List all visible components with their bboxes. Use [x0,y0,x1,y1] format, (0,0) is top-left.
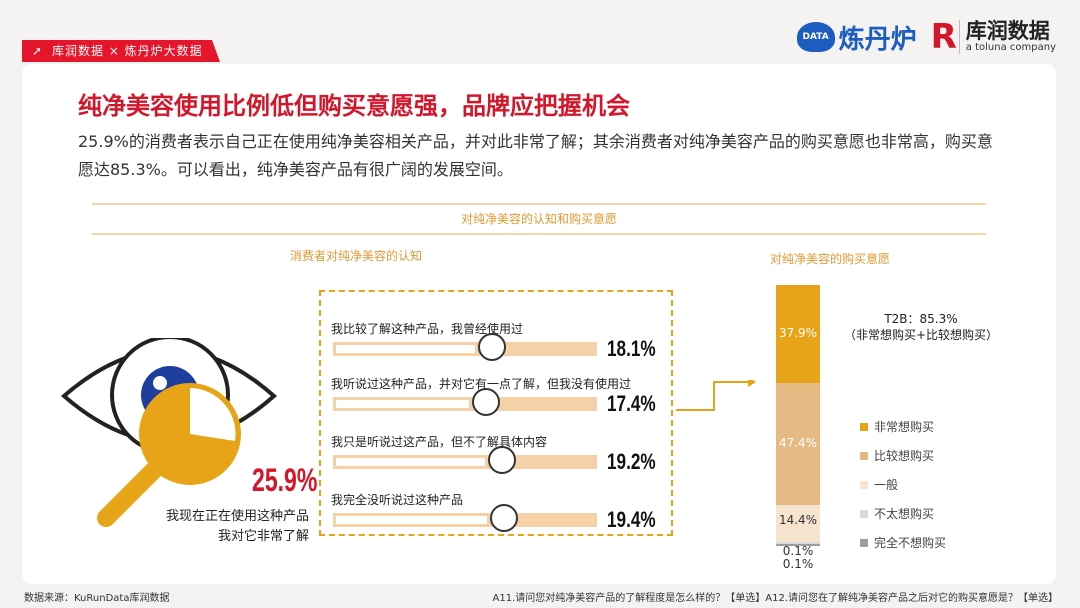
legend-swatch [860,509,868,518]
t2b-description: （非常想购买+比较想购买） [843,328,999,342]
awareness-bar-knob [489,504,518,532]
awareness-bar-value: 17.4% [607,391,656,416]
kurun-logo-name: 库润数据 [965,19,1050,43]
awareness-bar-row: 我完全没听说过这种产品 19.4% [331,491,676,535]
purchase-segment [776,505,820,543]
purchase-segment-label: 37.9% [778,325,818,340]
awareness-bar-knob [472,388,501,416]
stack-extra-label: 0.1% [782,557,814,571]
legend-item: 一般 [860,470,946,499]
purchase-legend: 非常想购买比较想购买一般不太想购买完全不想购买 [860,412,946,557]
awareness-bar-row: 我只是听说过这产品，但不了解具体内容 19.2% [331,433,676,477]
legend-item: 比较想购买 [860,441,946,470]
source-tag: ➚ 库润数据 × 炼丹炉大数据 [22,40,220,62]
awareness-bar-inner [336,516,487,524]
legend-label: 一般 [874,478,899,492]
awareness-bar-label: 我完全没听说过这种产品 [331,493,464,507]
connector-arrow-icon [676,380,756,411]
t2b-annotation: T2B：85.3% （非常想购买+比较想购买） [828,311,1014,343]
liandanlu-logo-text: 炼丹炉 [838,24,917,55]
purchase-segment [776,542,820,545]
awareness-box [319,290,673,536]
liandanlu-logo: DATA 炼丹炉 [796,19,917,56]
kurun-logo-icon: R [930,17,957,57]
legend-label: 比较想购买 [874,449,935,463]
eye-highlight [153,376,167,390]
liandanlu-logo-icon: DATA [796,22,835,52]
question-note: A11.请问您对纯净美容产品的了解程度是怎么样的？【单选】A12.请问您在了解纯… [492,593,1059,604]
logos: DATA 炼丹炉 R 库润数据 a toluna company [796,14,1056,60]
awareness-bar [333,504,597,532]
page-title: 纯净美容使用比例低但购买意愿强，品牌应把握机会 [78,92,630,120]
page-subtitle: 25.9%的消费者表示自己正在使用纯净美容相关产品，并对此非常了解；其余消费者对… [78,132,993,179]
data-source: 数据来源：KuRunData库润数据 [24,593,170,604]
legend-item: 完全不想购买 [860,528,946,557]
awareness-bar-label: 我听说过这种产品，并对它有一点了解，但我没有使用过 [331,377,632,391]
legend-item: 不太想购买 [860,499,946,528]
purchase-segment-label: 0.1% [782,544,814,559]
purchase-segment [776,544,820,547]
legend-swatch [860,451,868,460]
awareness-bar-row: 我比较了解这种产品，我曾经使用过 18.1% [331,320,676,364]
awareness-bar-value: 19.4% [607,507,656,532]
awareness-bar [333,388,597,416]
highlight-value: 25.9% [252,462,318,498]
magnifier-pie-fill [143,387,235,480]
purchase-segment-label: 14.4% [778,513,818,528]
awareness-bar-value: 18.1% [607,336,656,361]
content-card [22,64,1056,584]
awareness-bar-inner [336,400,470,408]
legend-swatch [860,422,868,431]
left-chart-title: 消费者对纯净美容的认知 [290,249,423,263]
t2b-value: T2B：85.3% [884,312,958,326]
source-tag-label: 库润数据 × 炼丹炉大数据 [52,44,203,58]
eye-magnifier-illustration [60,338,278,527]
legend-item: 非常想购买 [860,412,946,441]
awareness-bar-value: 19.2% [607,449,656,474]
legend-label: 非常想购买 [874,420,935,434]
awareness-bar [333,333,597,361]
magnifier-handle [97,457,167,527]
awareness-bar-inner [336,345,476,353]
highlight-caption-line1: 我现在正在使用这种产品 [165,509,309,524]
kurun-logo: R 库润数据 a toluna company [931,17,1056,57]
purchase-segment-label: 47.4% [778,435,818,450]
highlight-caption-line2: 我对它非常了解 [217,529,309,544]
purchase-stacked-bar [776,285,820,547]
awareness-bar-row: 我听说过这种产品，并对它有一点了解，但我没有使用过 17.4% [331,375,676,419]
awareness-bar-knob [478,333,507,361]
purchase-segment [776,285,820,383]
section-title: 对纯净美容的认知和购买意愿 [92,203,986,235]
awareness-bar-label: 我比较了解这种产品，我曾经使用过 [331,322,524,336]
highlight-caption: 我现在正在使用这种产品 我对它非常了解 [132,507,309,547]
awareness-bar-inner [336,458,485,466]
magnifier-pie-share [190,388,236,441]
logo-divider [958,20,960,54]
legend-label: 完全不想购买 [874,536,947,550]
awareness-bar-knob [487,446,516,474]
legend-swatch [860,538,868,547]
awareness-bar [333,446,597,474]
kurun-logo-sub: a toluna company [965,42,1056,53]
purchase-segment [776,382,820,506]
right-chart-title: 对纯净美容的购买意愿 [770,252,891,266]
legend-swatch [860,480,868,489]
legend-label: 不太想购买 [874,507,935,521]
arrow-icon: ➚ [32,44,44,58]
awareness-bar-label: 我只是听说过这产品，但不了解具体内容 [331,435,548,449]
